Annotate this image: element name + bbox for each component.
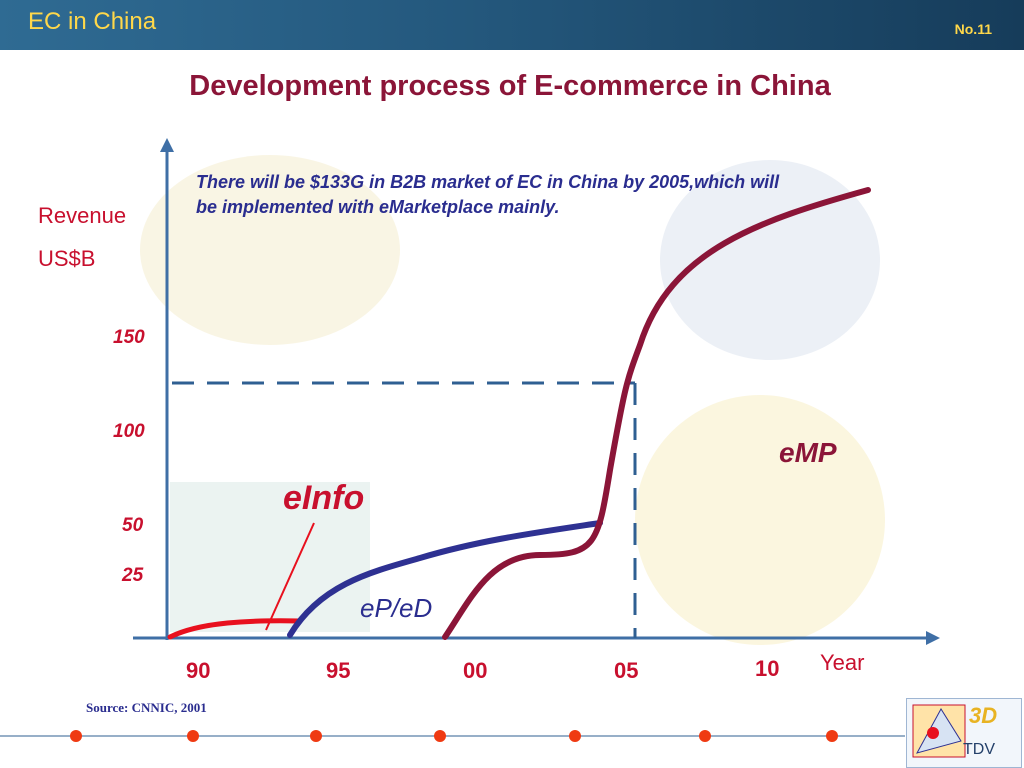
source-note: Source: CNNIC, 2001 [86, 700, 207, 715]
sun-icon [826, 730, 838, 742]
x-tick-label: 05 [614, 658, 639, 683]
sun-icon [569, 730, 581, 742]
background-globe [635, 395, 885, 645]
sun-icon [70, 730, 82, 742]
background-photo-person [140, 155, 400, 345]
sun-icon [699, 730, 711, 742]
market-annotation: There will be $133G in B2B market of EC … [196, 172, 780, 217]
y-axis-label-unit: US$B [38, 246, 96, 271]
series-label-emp: eMP [779, 437, 837, 468]
series-label-einfo: eInfo [283, 479, 365, 517]
background-photo-building [170, 482, 370, 632]
x-axis-arrow [926, 631, 940, 645]
series-line-einfo [167, 618, 303, 640]
slide-title: Development process of E-commerce in Chi… [189, 70, 831, 102]
header-title: EC in China [28, 8, 157, 35]
sun-icon [434, 730, 446, 742]
einfo-pointer-line [265, 522, 315, 631]
x-tick-label: 90 [186, 658, 211, 683]
sun-icon [187, 730, 199, 742]
footer-sun-icons [70, 730, 838, 742]
y-axis-arrow [160, 138, 174, 152]
logo-3d-mark: 3D [969, 703, 998, 728]
x-axis-label: Year [820, 650, 865, 675]
x-tick-label: 00 [463, 658, 488, 683]
series-line-eped [287, 520, 603, 638]
logo-text: TDV [963, 741, 995, 758]
y-axis-label-revenue: Revenue [38, 203, 127, 228]
logo-emblem-icon [912, 704, 966, 758]
tdv-logo: 3D TDV [906, 698, 1022, 768]
y-tick-label: 25 [122, 565, 144, 586]
y-tick-label: 100 [113, 421, 145, 442]
y-tick-label: 50 [122, 515, 144, 536]
sun-icon [310, 730, 322, 742]
series-label-eped: eP/eD [360, 593, 433, 623]
series-line-emp [442, 187, 871, 640]
header-bar: EC in China No.11 [0, 0, 1024, 50]
y-tick-label: 150 [113, 327, 145, 348]
x-tick-label: 95 [326, 658, 351, 683]
slide-number: No.11 [954, 21, 992, 37]
background-photo-handshake [660, 160, 880, 360]
x-tick-label: 10 [755, 656, 780, 681]
